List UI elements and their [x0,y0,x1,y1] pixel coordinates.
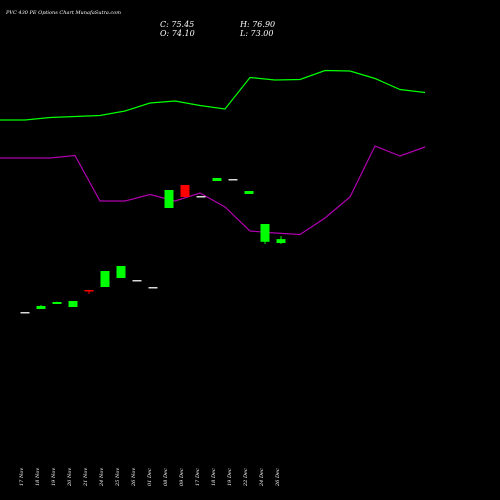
upper-indicator-group [0,69,426,121]
high-price-readout: H: 76.90 [240,20,276,29]
candle-body [132,280,142,282]
date-label: 18 Nov [35,468,41,486]
candle-body [164,190,174,208]
date-label: 08 Dec [163,468,169,486]
upper-indicator-line [0,69,426,121]
date-label: 19 Dec [227,468,233,486]
candle-body [68,301,78,307]
close-price-readout: C: 75.45 [160,20,195,29]
candle-body [196,196,206,198]
date-label: 17 Nov [19,468,25,486]
date-label: 19 Nov [51,468,57,486]
low-price-readout: L: 73.00 [240,29,274,38]
date-label: 20 Nov [67,468,73,487]
chart-title: PVC 430 PE Options Chart MunafaSutra.com [6,10,121,16]
open-price-readout: O: 74.10 [160,29,195,38]
candles-group [20,178,286,314]
candle-body [52,302,62,304]
date-label: 24 Dec [259,468,265,487]
date-label: 26 Dec [275,468,281,487]
candle-body [244,191,254,194]
candle-body [116,266,126,278]
candle-body [148,287,158,289]
lower-indicator-line [0,145,426,236]
date-label: 01 Dec [147,468,153,486]
date-label: 21 Nov [83,468,89,487]
lower-indicator-group [0,145,426,236]
candle-body [180,185,190,197]
candle-body [260,224,270,242]
candle-body [20,312,30,314]
date-label: 09 Dec [179,468,185,486]
date-label: 22 Dec [243,468,249,487]
date-label: 25 Nov [115,468,121,487]
candle-body [36,306,46,309]
candle-body [84,290,94,292]
candle-body [212,178,222,181]
date-label: 26 Nov [131,468,137,487]
candle-body [228,179,238,181]
candle-body [276,239,286,243]
date-label: 17 Dec [195,468,201,486]
date-label: 18 Dec [211,468,217,486]
candle-body [100,271,110,287]
date-label: 24 Nov [99,468,105,487]
date-labels-group: 17 Nov 18 Nov 19 Nov 20 Nov 21 Nov 24 Nov 25 N… [19,468,281,487]
